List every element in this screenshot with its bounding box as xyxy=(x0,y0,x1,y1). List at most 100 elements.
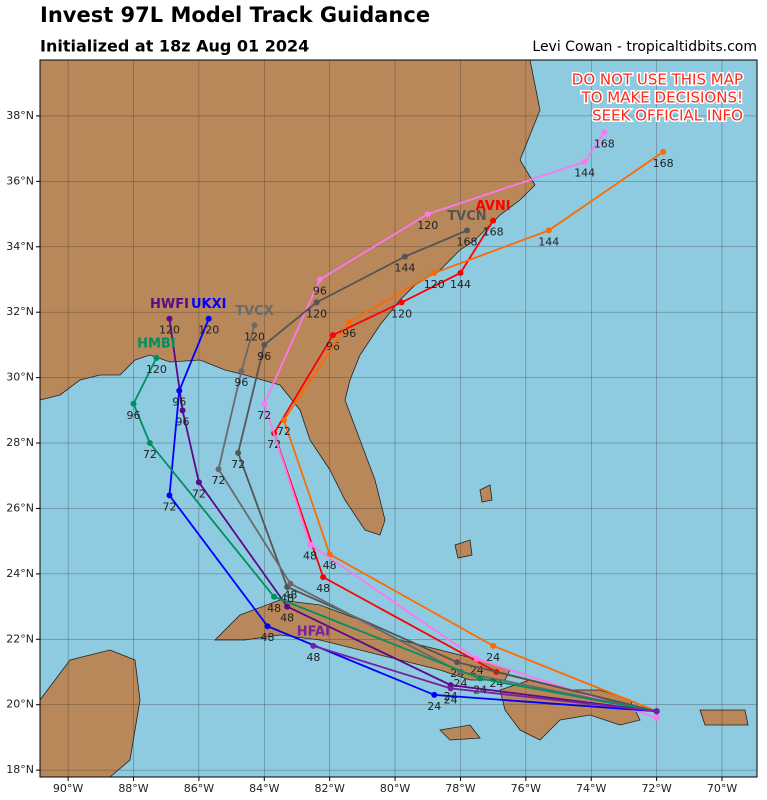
y-tick-label: 38°N xyxy=(6,109,34,122)
hour-label: 48 xyxy=(283,589,297,602)
hour-label: 144 xyxy=(574,167,595,180)
model-label: HFAI xyxy=(297,624,330,639)
track-line xyxy=(282,151,664,713)
track-point xyxy=(264,623,271,630)
track-point xyxy=(431,691,438,698)
hour-label: 120 xyxy=(306,307,327,320)
x-tick-label: 86°W xyxy=(184,782,214,795)
track-point xyxy=(284,603,291,610)
hour-label: 120 xyxy=(198,324,219,337)
graticule xyxy=(40,60,757,777)
track-point xyxy=(205,315,212,322)
hour-label: 72 xyxy=(277,425,291,438)
y-tick-label: 34°N xyxy=(6,240,34,253)
track-point xyxy=(166,315,173,322)
track-point xyxy=(195,479,202,486)
y-tick-label: 26°N xyxy=(6,501,34,514)
track-point xyxy=(653,714,660,721)
warning-line: SEEK OFFICIAL INFO xyxy=(592,107,743,125)
hour-label: 72 xyxy=(192,487,206,500)
hour-label: 72 xyxy=(267,438,281,451)
track-point xyxy=(307,541,314,548)
x-tick-label: 84°W xyxy=(249,782,279,795)
hour-label: 72 xyxy=(212,474,226,487)
hour-label: 96 xyxy=(176,415,190,428)
track-point xyxy=(477,675,484,682)
y-tick-label: 30°N xyxy=(6,371,34,384)
track-point xyxy=(287,580,294,587)
model-label: HWFI xyxy=(150,297,189,312)
hour-label: 24 xyxy=(486,651,500,664)
track-line xyxy=(168,318,657,713)
track-line xyxy=(132,357,657,713)
hour-label: 96 xyxy=(257,350,271,363)
track-point xyxy=(320,574,327,581)
y-tick-label: 32°N xyxy=(6,305,34,318)
track-point xyxy=(215,466,222,473)
hour-label: 120 xyxy=(417,219,438,232)
track-point xyxy=(329,332,336,339)
y-tick-label: 22°N xyxy=(6,632,34,645)
hour-label: 168 xyxy=(594,137,615,150)
hour-label: 48 xyxy=(261,631,275,644)
hour-label: 48 xyxy=(303,549,317,562)
y-tick-label: 24°N xyxy=(6,567,34,580)
track-point xyxy=(176,387,183,394)
track-line xyxy=(237,229,657,713)
title: Invest 97L Model Track Guidance xyxy=(40,3,430,27)
subtitle: Initialized at 18z Aug 01 2024 xyxy=(40,37,309,56)
hour-label: 24 xyxy=(427,700,441,713)
x-tick-label: 76°W xyxy=(511,782,541,795)
track-point xyxy=(463,227,470,234)
track-point xyxy=(130,400,137,407)
warning-line: TO MAKE DECISIONS! xyxy=(581,89,743,107)
track-line xyxy=(273,220,657,713)
track-line xyxy=(263,131,657,719)
track-point xyxy=(271,593,278,600)
y-tick-label: 28°N xyxy=(6,436,34,449)
x-tick-label: 72°W xyxy=(641,782,671,795)
track-point xyxy=(424,211,431,218)
hour-label: 48 xyxy=(316,582,330,595)
hour-label: 48 xyxy=(267,602,281,615)
hour-label: 72 xyxy=(231,458,245,471)
track-point xyxy=(166,492,173,499)
hour-label: 96 xyxy=(127,409,141,422)
track-point xyxy=(473,655,480,662)
x-tick-label: 70°W xyxy=(707,782,737,795)
x-tick-label: 80°W xyxy=(380,782,410,795)
hour-label: 144 xyxy=(538,235,559,248)
hour-label: 48 xyxy=(306,651,320,664)
hour-label: 72 xyxy=(257,409,271,422)
hour-label: 144 xyxy=(450,278,471,291)
y-tick-label: 20°N xyxy=(6,698,34,711)
track-point xyxy=(431,269,438,276)
x-tick-label: 90°W xyxy=(53,782,83,795)
track-point xyxy=(653,708,660,715)
track-point xyxy=(251,322,258,329)
model-label: UKXI xyxy=(191,297,227,312)
track-point xyxy=(313,299,320,306)
track-point xyxy=(490,217,497,224)
tracks: 24 48 72 96 120 144 168 AVNI 24 48 72 96 120 144 168 24… xyxy=(127,129,674,721)
hour-label: 72 xyxy=(143,448,157,461)
track-point xyxy=(261,400,268,407)
track-point xyxy=(581,158,588,165)
x-tick-label: 78°W xyxy=(445,782,475,795)
track-point xyxy=(490,642,497,649)
y-tick-label: 18°N xyxy=(6,763,34,776)
track-point xyxy=(326,551,333,558)
track-point xyxy=(457,269,464,276)
hour-label: 96 xyxy=(234,376,248,389)
hour-label: 96 xyxy=(172,396,186,409)
track-point xyxy=(146,440,153,447)
model-label: TVCX xyxy=(235,304,274,319)
hour-label: 48 xyxy=(280,612,294,625)
track-point xyxy=(280,417,287,424)
track-point xyxy=(179,407,186,414)
hour-label: 120 xyxy=(146,363,167,376)
track-point xyxy=(238,368,245,375)
track-point xyxy=(454,659,461,666)
warning-line: DO NOT USE THIS MAP xyxy=(572,71,743,89)
